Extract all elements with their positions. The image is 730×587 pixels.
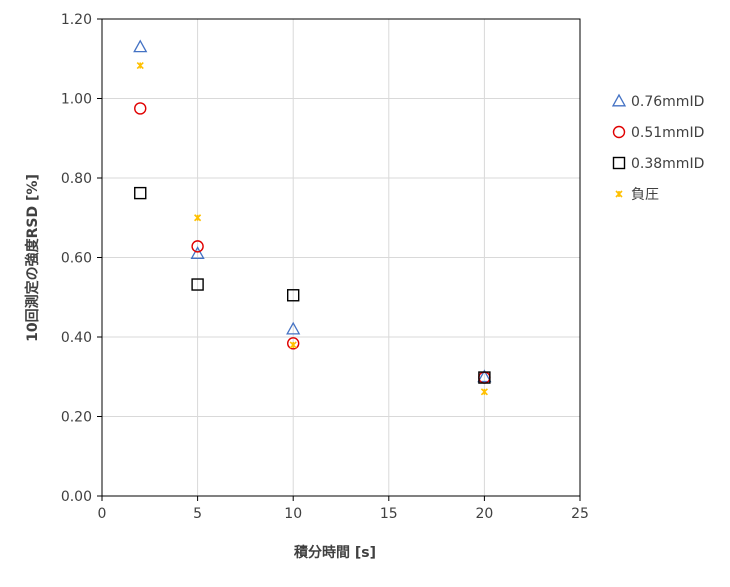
y-tick-label: 0.00	[61, 489, 92, 505]
point-triangle	[286, 321, 301, 335]
x-tick-label: 5	[193, 506, 202, 522]
y-tick-label: 0.80	[61, 171, 92, 187]
point-triangle	[133, 39, 148, 53]
x-tick-label: 10	[284, 506, 302, 522]
point-star	[194, 214, 202, 222]
y-tick-label: 1.20	[61, 12, 92, 28]
x-tick-label: 25	[571, 506, 589, 522]
legend-marker-square	[612, 156, 626, 170]
x-tick-label: 20	[475, 506, 493, 522]
point-star	[136, 61, 144, 70]
legend-label: 0.51mmID	[631, 125, 704, 141]
y-axis-title: 10回測定の強度RSD [%]	[24, 174, 41, 342]
point-star	[480, 388, 488, 396]
point-triangle	[190, 246, 205, 259]
point-triangle	[477, 369, 492, 383]
grid	[102, 18, 581, 496]
legend-label: 負圧	[631, 187, 659, 203]
axes: 0 5 10 15 20 25 0.00 0.20 0.40 0.60 0.80 1.00 1.20	[61, 12, 589, 522]
x-tick-label: 15	[380, 506, 398, 522]
point-star	[289, 341, 297, 349]
legend-marker-triangle	[611, 93, 627, 107]
x-tick-label: 0	[98, 506, 107, 522]
point-circle	[134, 102, 147, 115]
legend-label: 0.38mmID	[631, 156, 704, 172]
legend-label: 0.76mmID	[631, 94, 704, 110]
point-square	[287, 289, 300, 302]
data-marks	[133, 39, 492, 396]
y-tick-label: 1.00	[61, 92, 92, 108]
legend-marker-star	[615, 190, 623, 198]
legend: 0.76mmID 0.51mmID 0.38mmID 負圧	[611, 93, 704, 203]
x-axis-title: 積分時間 [s]	[293, 544, 376, 561]
y-tick-label: 0.20	[61, 410, 92, 426]
y-tick-label: 0.60	[61, 251, 92, 267]
legend-marker-circle	[612, 125, 626, 139]
y-tick-label: 0.40	[61, 330, 92, 346]
point-circle	[191, 240, 204, 253]
point-square	[191, 278, 204, 291]
point-circle	[287, 337, 300, 350]
point-square	[478, 371, 491, 384]
point-square	[134, 186, 147, 200]
